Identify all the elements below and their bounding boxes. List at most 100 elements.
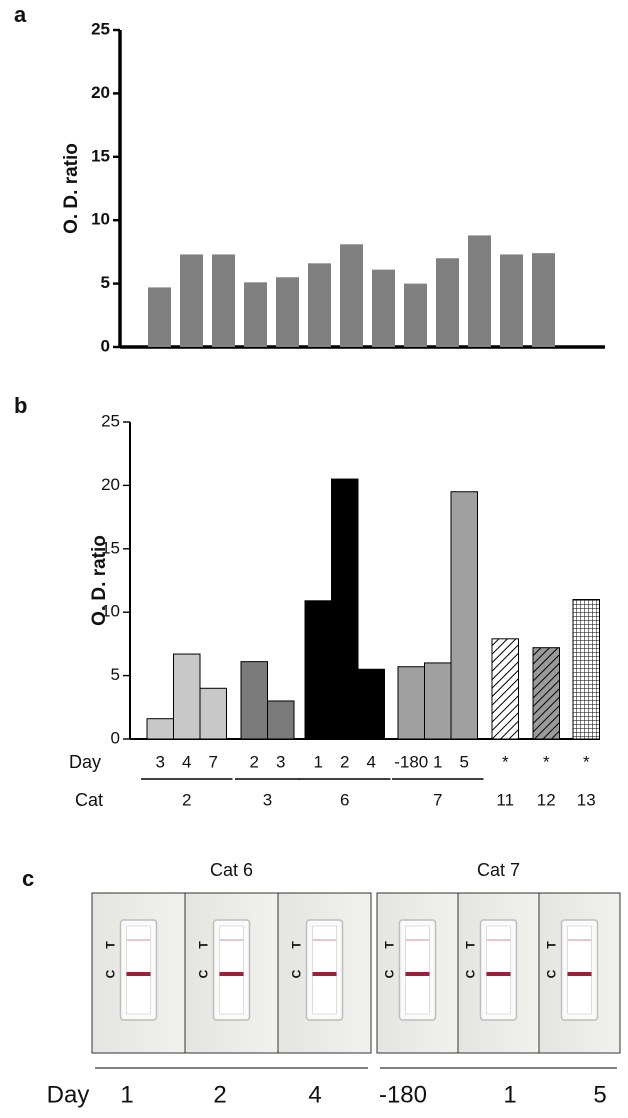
bar [240, 661, 268, 740]
test-letter: T [197, 941, 211, 949]
bar [468, 235, 491, 347]
bar [199, 687, 227, 740]
day-label: -180 [379, 1081, 427, 1108]
day-label: 2 [213, 1081, 226, 1108]
y-tick-label: 15 [91, 146, 110, 165]
group-label: 2 [182, 790, 191, 809]
day-label: 3 [276, 752, 285, 771]
y-axis-label: O. D. ratio [89, 535, 110, 626]
y-tick-label: 25 [101, 411, 120, 430]
control-line [312, 972, 337, 976]
bar [450, 491, 478, 740]
group-label: 3 [263, 790, 272, 809]
bar [276, 277, 299, 347]
panel-label: a [14, 2, 27, 27]
bar [212, 254, 235, 347]
bar [532, 647, 560, 740]
control-line [567, 972, 592, 976]
bar [404, 283, 427, 347]
y-tick-label: 5 [111, 665, 120, 684]
control-letter: C [464, 969, 478, 978]
group-label: 13 [577, 790, 596, 809]
bar [340, 244, 363, 347]
day-label: 1 [314, 752, 323, 771]
day-label: 4 [182, 752, 191, 771]
test-line [486, 939, 511, 941]
bar [372, 269, 395, 347]
bar [146, 718, 174, 740]
day-label: * [502, 752, 509, 771]
day-label: 4 [367, 752, 376, 771]
test-line [405, 939, 430, 941]
y-tick-label: 15 [101, 538, 120, 557]
control-letter: C [290, 969, 304, 978]
y-tick-label: 20 [101, 475, 120, 494]
test-letter: T [464, 941, 478, 949]
day-label: 1 [120, 1081, 133, 1108]
day-label: 5 [460, 752, 469, 771]
bar [148, 287, 171, 347]
day-label: 7 [209, 752, 218, 771]
bar [304, 600, 332, 740]
bar [244, 282, 267, 347]
group-label: 12 [537, 790, 556, 809]
group-title: Cat 6 [210, 860, 253, 880]
day-label: 1 [503, 1081, 516, 1108]
bar [491, 638, 519, 740]
day-label: * [543, 752, 550, 771]
control-letter: C [383, 969, 397, 978]
group-label: 6 [340, 790, 349, 809]
control-line [126, 972, 151, 976]
day-label: 3 [156, 752, 165, 771]
day-row-label: Day [47, 1081, 90, 1108]
control-letter: C [104, 969, 118, 978]
y-tick-label: 0 [111, 728, 120, 747]
test-letter: T [290, 941, 304, 949]
bar [267, 700, 295, 740]
panel-label: b [14, 393, 27, 418]
day-label: 4 [308, 1081, 321, 1108]
day-label: 1 [433, 752, 442, 771]
test-letter: T [383, 941, 397, 949]
day-label: -180 [394, 752, 428, 771]
test-line [126, 939, 151, 941]
y-tick-label: 0 [101, 336, 110, 355]
y-tick-label: 10 [101, 602, 120, 621]
test-letter: T [104, 941, 118, 949]
y-tick-label: 20 [91, 83, 110, 102]
group-title: Cat 7 [477, 860, 520, 880]
panel-c: Day Cat 6 C T 1 C T 2 C T 4 Cat 7 C T -180 C T 1 C T 5 [47, 860, 621, 1108]
day-label: 5 [593, 1081, 606, 1108]
bar [436, 258, 459, 347]
bar [357, 668, 385, 740]
control-line [219, 972, 244, 976]
group-label: 7 [433, 790, 442, 809]
test-line [312, 939, 337, 941]
group-label: 11 [496, 790, 514, 809]
day-label: 2 [250, 752, 259, 771]
y-tick-label: 25 [91, 19, 110, 38]
bar [424, 662, 452, 740]
control-line [405, 972, 430, 976]
bar [331, 478, 359, 740]
day-label: 2 [340, 752, 349, 771]
test-line [567, 939, 592, 941]
bar [532, 253, 555, 347]
control-letter: C [545, 969, 559, 978]
y-axis-label: O. D. ratio [61, 143, 82, 234]
group-row-label: Cat [75, 790, 103, 810]
y-tick-label: 10 [91, 210, 110, 229]
bar [500, 254, 523, 347]
bar [397, 666, 425, 740]
bar [308, 263, 331, 347]
day-row-label: Day [69, 752, 101, 772]
test-letter: T [545, 941, 559, 949]
day-label: * [583, 752, 590, 771]
test-line [219, 939, 244, 941]
bar [572, 599, 600, 740]
panel-label: c [22, 866, 34, 891]
y-tick-label: 5 [101, 273, 110, 292]
control-line [486, 972, 511, 976]
bar [180, 254, 203, 347]
